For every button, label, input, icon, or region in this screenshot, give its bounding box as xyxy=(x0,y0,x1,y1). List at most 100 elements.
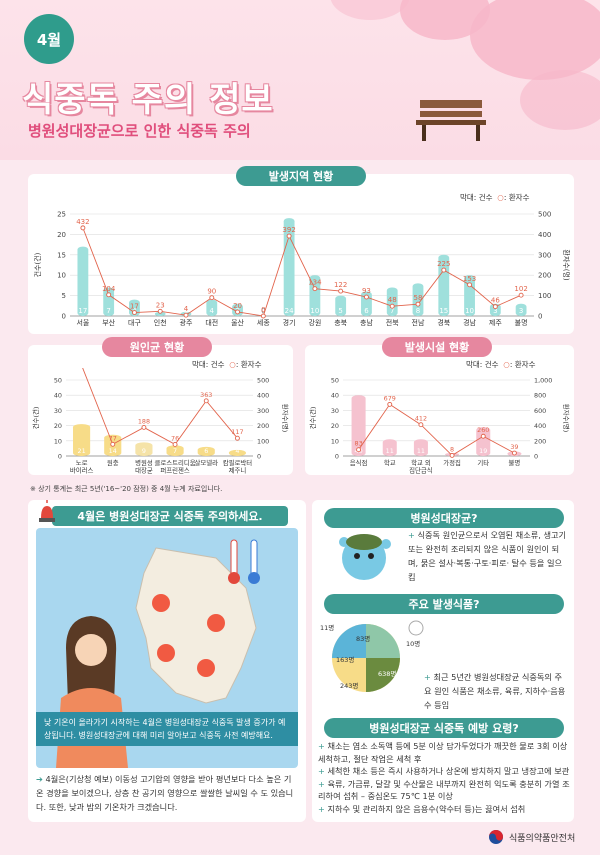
y-axis-label: 건수(건) xyxy=(308,407,317,430)
blossom-decoration xyxy=(330,0,410,20)
y-tick-label: 0 xyxy=(62,313,66,321)
pathogen-chart-legend: 막대: 건수 ○: 환자수 xyxy=(192,360,262,369)
bar-value-label: 10 xyxy=(465,307,474,315)
bar-value-label: 24 xyxy=(285,307,294,315)
line-value-label: 17 xyxy=(130,303,139,311)
line-value-label: 260 xyxy=(477,426,489,434)
food-label-163: 163명 xyxy=(336,655,354,664)
line-value-label: 20 xyxy=(233,302,242,310)
y2-tick-label: 300 xyxy=(257,407,269,415)
line-point xyxy=(441,267,447,273)
main-foods-desc: + 최근 5년간 병원성대장균 식중독의 주요 원인 식품은 채소류, 육류, … xyxy=(424,670,568,712)
category-label: 캄필로박터 xyxy=(223,458,253,467)
main-foods-title: 주요 발생식품? xyxy=(324,594,564,614)
y2-axis-label: 환자수(명) xyxy=(281,404,290,433)
y2-tick-label: 200 xyxy=(538,272,551,280)
category-label: 가정집 xyxy=(443,458,461,467)
category-label: 불명 xyxy=(509,458,521,467)
bar xyxy=(464,275,475,316)
line-point xyxy=(141,424,147,430)
bar-value-label: 0 xyxy=(261,307,265,315)
category-label: 경북 xyxy=(437,318,450,327)
line-point xyxy=(157,308,163,314)
y-tick-label: 40 xyxy=(331,392,339,400)
facility-chart-panel xyxy=(305,345,574,475)
line-value-label: 432 xyxy=(76,218,89,226)
y2-axis-label: 환자수(명) xyxy=(562,249,571,280)
category-label: 충남 xyxy=(360,318,373,327)
y2-tick-label: 400 xyxy=(257,392,269,400)
bar-value-label: 4 xyxy=(235,447,239,455)
category-label: 서울 xyxy=(76,318,89,327)
line-value-label: 83 xyxy=(355,440,363,448)
line-point xyxy=(415,301,421,307)
y2-tick-label: 500 xyxy=(538,211,551,219)
siren-icon xyxy=(39,500,55,522)
prevention-item-text: 세척한 채소 등은 즉시 사용하거나 상온에 방치하지 말고 냉장고에 보관 xyxy=(327,766,570,776)
line-value-label: 188 xyxy=(138,417,150,425)
bar xyxy=(309,275,321,316)
line-value-label: 4 xyxy=(184,305,189,313)
line-value-label: 134 xyxy=(308,279,322,287)
y-axis-label: 건수(건) xyxy=(33,252,42,277)
line-value-label: 0 xyxy=(261,306,265,314)
y2-tick-label: 1,000 xyxy=(534,377,552,385)
bar-value-label: 21 xyxy=(78,447,86,455)
line-point xyxy=(235,309,241,315)
y2-tick-label: 600 xyxy=(534,407,546,415)
footer-logo: 식품의약품안전처 xyxy=(488,829,575,845)
category-label: 학교 xyxy=(384,458,396,467)
line-point xyxy=(449,452,455,458)
header-banner: 4월 식중독 주의 정보 병원성대장균으로 인한 식중독 주의 xyxy=(0,0,600,160)
line-point xyxy=(518,292,524,298)
prevention-list: + 채소는 염소 소독액 등에 5분 이상 담가두었다가 깨끗한 물로 3회 이… xyxy=(318,740,570,815)
bar xyxy=(197,446,215,456)
category-label: 대전 xyxy=(205,318,218,327)
category-label: 클로스트리디움 xyxy=(155,458,196,467)
prevention-item-text: 채소는 염소 소독액 등에 5분 이상 담가두었다가 깨끗한 물로 3회 이상 … xyxy=(318,741,568,764)
y2-tick-label: 200 xyxy=(257,422,269,430)
y-tick-label: 20 xyxy=(57,231,66,239)
line-value-label: 122 xyxy=(334,281,347,289)
plus-icon: + xyxy=(318,778,328,789)
warning-body-text: 4월은(기상청 예보) 이동성 고기압의 영향을 받아 평년보다 다소 높은 기… xyxy=(36,774,294,812)
series-line xyxy=(82,227,522,317)
y-tick-label: 5 xyxy=(62,292,66,300)
main-foods-text: 최근 5년간 병원성대장균 식중독의 주요 원인 식품은 채소류, 육류, 지하… xyxy=(424,672,566,710)
month-badge: 4월 xyxy=(24,14,74,64)
y-tick-label: 50 xyxy=(331,377,339,385)
y-tick-label: 40 xyxy=(54,392,62,400)
bar-value-label: 17 xyxy=(78,307,87,315)
category-label: 살모넬라 xyxy=(194,458,218,467)
food-pie-chart: 11명 83명 10명 163명 638명 243명 xyxy=(320,620,424,692)
line-point xyxy=(389,303,395,309)
line-value-label: 76 xyxy=(171,434,179,442)
y2-tick-label: 400 xyxy=(534,422,546,430)
legend-bar-label: 막대: 건수 xyxy=(192,360,225,369)
line-point xyxy=(511,450,517,456)
bar-value-label: 8 xyxy=(416,307,420,315)
line-value-label: 412 xyxy=(415,415,427,423)
pathogen-chart-panel xyxy=(28,345,293,475)
bench-icon xyxy=(416,100,486,141)
category-label: 인천 xyxy=(154,318,167,327)
y2-tick-label: 100 xyxy=(538,292,551,300)
bar-value-label: 4 xyxy=(210,307,215,315)
bacteria-character-icon xyxy=(339,534,391,580)
line-point xyxy=(387,401,393,407)
page-subtitle: 병원성대장균으로 인한 식중독 주의 xyxy=(28,122,251,140)
food-label-10: 10명 xyxy=(406,639,420,648)
y2-tick-label: 300 xyxy=(538,251,551,259)
bar xyxy=(351,395,366,456)
bar xyxy=(515,303,527,316)
region-chart-panel xyxy=(28,174,574,334)
what-is-text: 식중독 원인균으로서 오염된 채소류, 생고기 또는 완전히 조리되지 않은 식… xyxy=(408,530,567,582)
y2-tick-label: 0 xyxy=(534,453,538,461)
y-tick-label: 20 xyxy=(331,422,339,430)
line-point xyxy=(172,441,178,447)
plus-icon: + xyxy=(408,530,415,540)
bar xyxy=(228,449,246,456)
facility-chart: 0 0 10 200 20 400 30 600 40 800 50 1,000 건수(건) 환자수(명)… xyxy=(308,377,571,475)
y-tick-label: 0 xyxy=(335,453,339,461)
bar-value-label: 19 xyxy=(479,447,487,455)
